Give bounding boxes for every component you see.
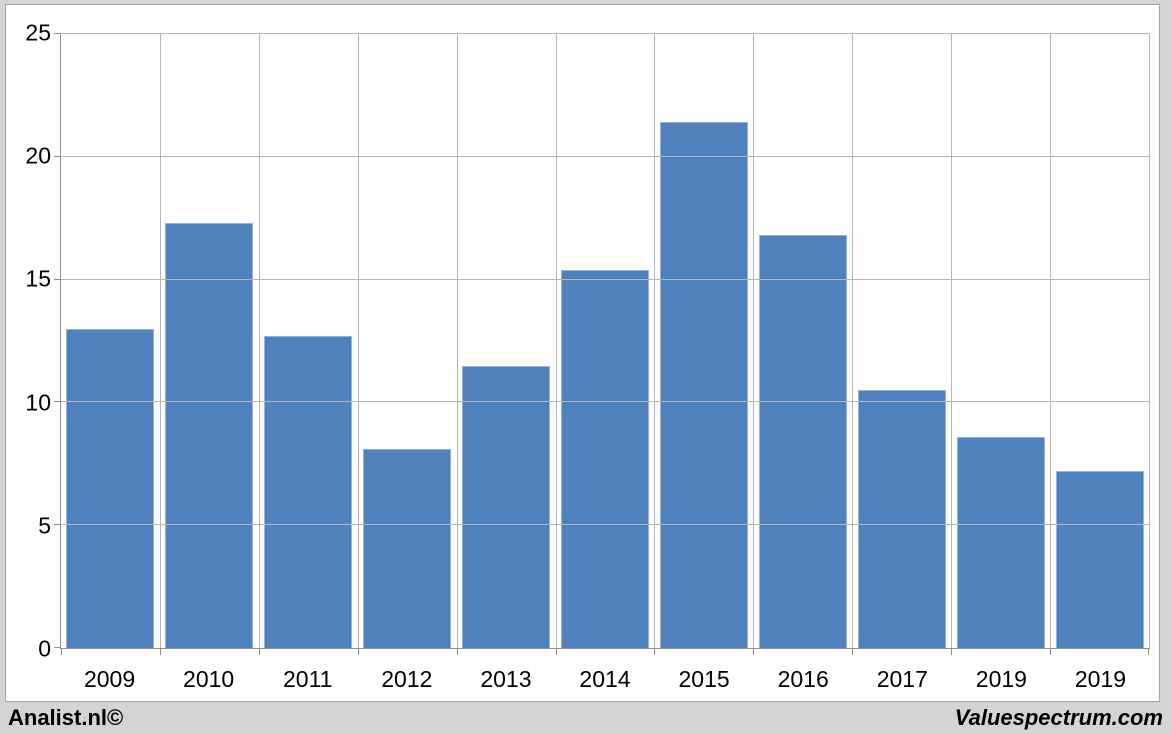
- gridline-vertical: [951, 34, 953, 648]
- x-axis-tick: [456, 648, 458, 655]
- y-axis-labels: 0 5 10 15 20 25: [6, 21, 51, 660]
- gridline-vertical: [159, 34, 161, 648]
- y-tick-label: 10: [25, 389, 51, 416]
- x-tick-label: 2011: [283, 665, 333, 692]
- x-tick-label: 2012: [381, 665, 433, 692]
- x-axis-labels: 2009 2010 2011 2012 2013 2014 2015 2016 2017 2019…: [60, 653, 1150, 697]
- y-tick-label: 0: [38, 635, 51, 662]
- gridline-vertical: [258, 34, 260, 648]
- bar-cell: [259, 34, 358, 648]
- x-axis-tick: [852, 648, 854, 655]
- plot-area: [54, 33, 1150, 655]
- bar-2019-9: [956, 436, 1045, 648]
- x-axis-tick: [951, 648, 953, 655]
- bar-2019-10: [1055, 471, 1144, 648]
- y-tick-label: 20: [25, 142, 51, 169]
- x-axis-tick: [61, 648, 62, 655]
- x-axis-tick: [753, 648, 755, 655]
- gridline-vertical: [555, 34, 557, 648]
- y-axis-tick: [54, 524, 61, 526]
- bar-2015-6: [659, 122, 748, 648]
- y-axis-tick: [54, 401, 61, 403]
- bar-2012-3: [363, 449, 452, 648]
- y-tick-label: 5: [38, 512, 51, 539]
- x-tick-label: 2010: [183, 665, 235, 692]
- x-tick-label: 2019: [975, 665, 1027, 692]
- gridline-vertical: [654, 34, 656, 648]
- gridline-horizontal: [61, 524, 1149, 526]
- x-tick-label: 2015: [678, 665, 730, 692]
- bar-2017-8: [857, 390, 946, 648]
- gridline-vertical: [357, 34, 359, 648]
- bar-cell: [753, 34, 852, 648]
- x-tick-label: 2013: [480, 665, 532, 692]
- y-axis-tick: [54, 647, 61, 648]
- y-axis-tick: [54, 155, 61, 157]
- bar-2010-1: [165, 223, 254, 648]
- bar-cell: [852, 34, 951, 648]
- x-axis-tick: [654, 648, 656, 655]
- bar-2016-7: [758, 235, 847, 648]
- gridline-vertical: [753, 34, 755, 648]
- y-axis-tick: [54, 278, 61, 280]
- x-axis-tick: [1050, 648, 1052, 655]
- x-tick-label: 2017: [876, 665, 928, 692]
- x-tick-label: 2016: [777, 665, 829, 692]
- gridline-horizontal: [61, 401, 1149, 403]
- x-axis-tick: [1148, 648, 1149, 655]
- x-axis-tick: [357, 648, 359, 655]
- bar-cell: [358, 34, 457, 648]
- bar-cell: [457, 34, 556, 648]
- bar-2009-0: [66, 328, 155, 648]
- analist-credit: Analist.nl©: [8, 704, 124, 730]
- gridline-vertical: [852, 34, 854, 648]
- x-axis-tick: [159, 648, 161, 655]
- y-axis-tick: [54, 33, 61, 34]
- bar-cell: [1050, 34, 1149, 648]
- x-axis-tick: [555, 648, 557, 655]
- bar-cell: [160, 34, 259, 648]
- x-tick-label: 2019: [1074, 665, 1127, 692]
- bar-cell: [556, 34, 655, 648]
- x-axis-tick: [258, 648, 260, 655]
- footer: Analist.nl© Valuespectrum.com: [0, 703, 1172, 734]
- x-tick-label: 2014: [579, 665, 631, 692]
- bar-series: [61, 34, 1149, 648]
- gridline-vertical: [1050, 34, 1052, 648]
- chart-canvas: 0 5 10 15 20 25 2009 2010 2011 2012 2013 2014 2015 2…: [5, 4, 1160, 702]
- y-tick-label: 15: [25, 265, 51, 292]
- valuespectrum-credit: Valuespectrum.com: [954, 704, 1163, 730]
- gridline-horizontal: [61, 278, 1149, 280]
- bar-cell: [654, 34, 753, 648]
- bar-2014-5: [560, 269, 649, 648]
- y-tick-label: 25: [25, 19, 51, 46]
- gridline-vertical: [456, 34, 458, 648]
- bar-2013-4: [462, 365, 551, 648]
- bar-cell: [951, 34, 1050, 648]
- bar-cell: [61, 34, 160, 648]
- x-tick-label: 2009: [83, 665, 136, 692]
- gridline-horizontal: [61, 155, 1149, 157]
- bar-2011-2: [264, 336, 353, 648]
